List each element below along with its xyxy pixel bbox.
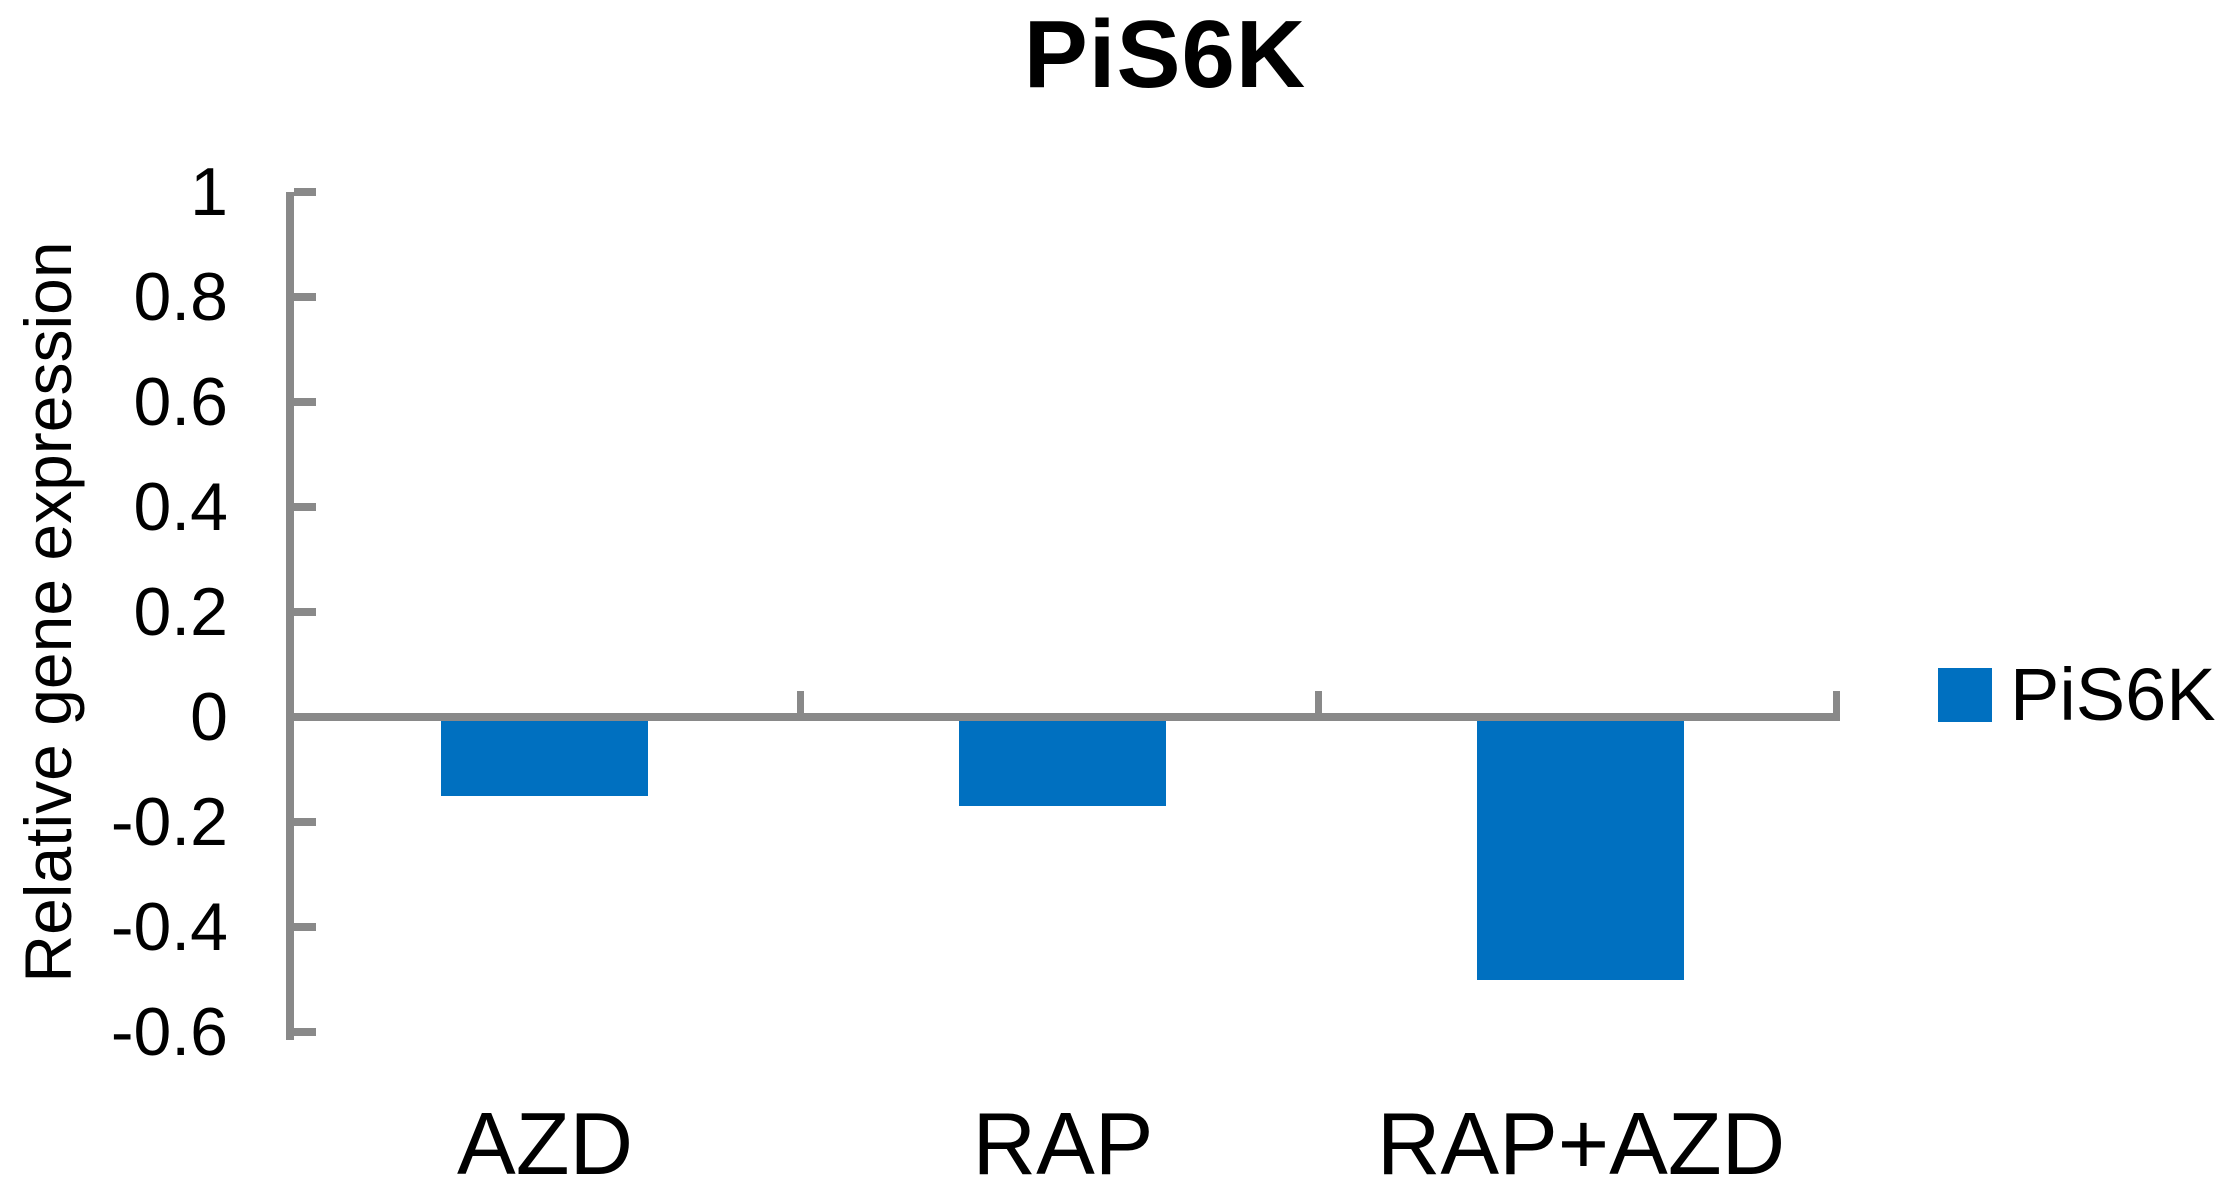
y-axis-tick-label: -0.2 xyxy=(110,784,228,860)
y-axis-tick-label: -0.6 xyxy=(110,994,228,1070)
x-axis-tick xyxy=(1315,691,1322,721)
y-axis-tick-label: 0.4 xyxy=(133,469,228,545)
x-category-label: AZD xyxy=(457,1094,633,1193)
bar-rap xyxy=(959,717,1166,806)
y-axis-tick xyxy=(294,503,316,511)
legend-swatch-icon xyxy=(1938,668,1992,722)
y-axis-tick xyxy=(294,818,316,826)
x-axis-tick xyxy=(797,691,804,721)
bar-rap-azd xyxy=(1477,717,1684,980)
y-axis-tick xyxy=(294,1028,316,1036)
y-axis-tick xyxy=(294,608,316,616)
y-axis-tick-label: -0.4 xyxy=(110,889,228,965)
x-category-label: RAP xyxy=(972,1094,1154,1193)
x-axis-tick xyxy=(1833,691,1840,721)
legend: PiS6K xyxy=(1938,658,2216,732)
y-axis-tick-label: 0.6 xyxy=(133,364,228,440)
x-axis-zero-line xyxy=(286,713,1840,721)
y-axis-tick xyxy=(294,398,316,406)
y-axis-tick-label: 1 xyxy=(190,154,228,230)
y-axis-tick-label: 0.2 xyxy=(133,574,228,650)
y-axis-tick xyxy=(294,923,316,931)
y-axis-tick-label: 0 xyxy=(190,679,228,755)
legend-label: PiS6K xyxy=(2010,653,2216,736)
y-axis-line xyxy=(286,192,294,1040)
x-category-label: RAP+AZD xyxy=(1376,1094,1786,1193)
chart-title: PiS6K xyxy=(1023,1,1307,108)
y-axis-tick xyxy=(294,293,316,301)
y-axis-tick xyxy=(294,188,316,196)
y-axis-tick-label: 0.8 xyxy=(133,259,228,335)
bar-azd xyxy=(441,717,648,796)
